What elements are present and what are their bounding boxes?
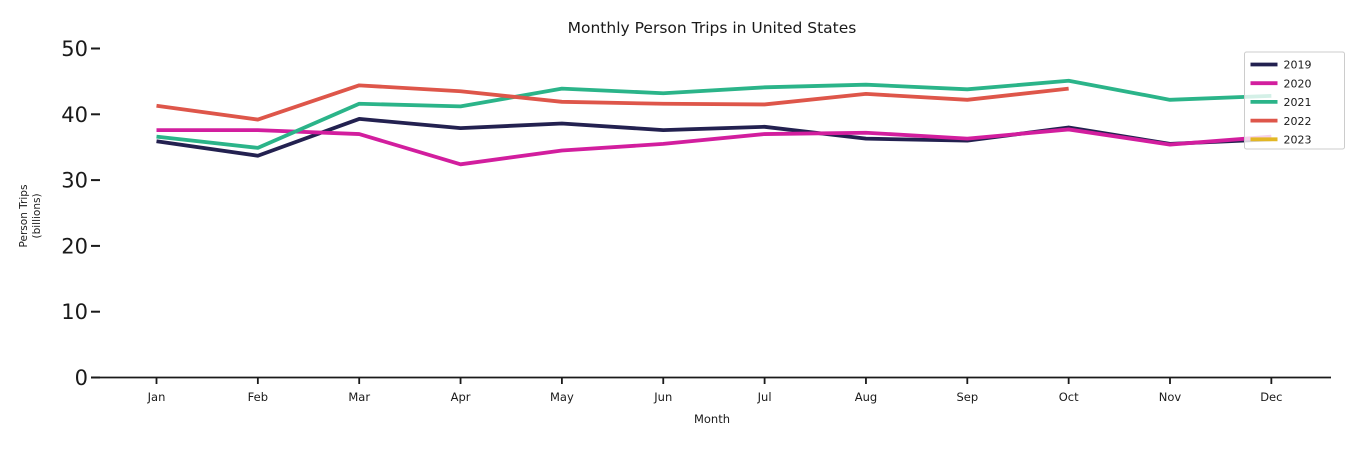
- x-axis-label: Month: [694, 412, 730, 426]
- x-tick-label: Sep: [956, 390, 978, 404]
- legend-item: 2019: [1250, 59, 1312, 72]
- legend-label: 2019: [1284, 59, 1312, 72]
- legend-label: 2022: [1284, 115, 1312, 128]
- y-tick-label: 10: [61, 300, 88, 324]
- y-tick-label: 40: [61, 103, 88, 127]
- y-tick-label: 0: [75, 366, 88, 390]
- y-axis-label-line2: (billions): [31, 193, 43, 238]
- x-tick-label: Dec: [1260, 390, 1282, 404]
- x-tick-label: Nov: [1159, 390, 1182, 404]
- x-tick-label: Apr: [451, 390, 471, 404]
- legend-item: 2021: [1250, 96, 1312, 109]
- series-line-2021: [156, 78, 1272, 150]
- legend: 2019 2020 2021 2022 2023: [1244, 51, 1345, 150]
- chart-title: Monthly Person Trips in United States: [568, 19, 857, 37]
- x-tick-label: May: [550, 390, 574, 404]
- y-tick-label: 30: [61, 169, 88, 193]
- x-tick-label: Mar: [348, 390, 370, 404]
- y-axis-label-line1: Person Trips: [18, 185, 30, 248]
- legend-label: 2020: [1284, 77, 1312, 90]
- legend-label: 2023: [1284, 134, 1312, 147]
- axes: Jan Feb Mar Apr May Jun Jul Aug Sep Oct Nov Dec 0 10 2…: [61, 37, 1331, 404]
- legend-box: [1244, 51, 1345, 150]
- y-tick-label: 20: [61, 234, 88, 258]
- x-tick-label: Oct: [1059, 390, 1079, 404]
- series-line-2020: [156, 127, 1272, 167]
- series-line-2022: [156, 83, 1069, 122]
- x-tick-label: Jan: [147, 390, 166, 404]
- x-tick-label: Feb: [248, 390, 268, 404]
- legend-item: 2022: [1250, 115, 1312, 128]
- series-lines: [156, 78, 1272, 167]
- y-tick-label: 50: [61, 37, 88, 61]
- x-tick-label: Jun: [653, 390, 672, 404]
- legend-item: 2020: [1250, 77, 1312, 90]
- legend-item: 2023: [1250, 134, 1312, 147]
- legend-label: 2021: [1284, 96, 1312, 109]
- x-tick-label: Jul: [757, 390, 772, 404]
- x-tick-label: Aug: [855, 390, 877, 404]
